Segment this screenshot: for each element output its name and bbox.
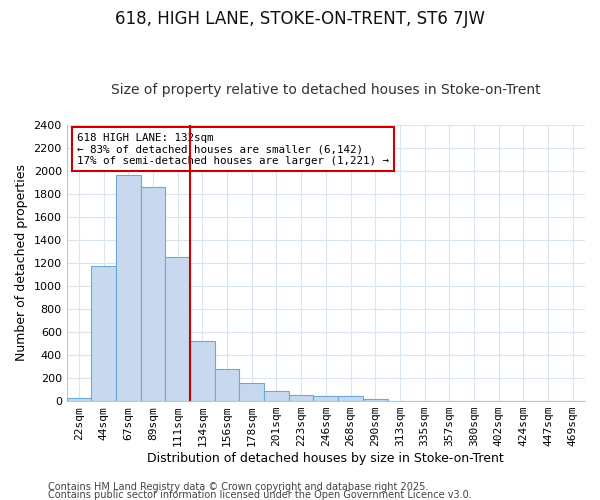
Bar — [215, 370, 239, 401]
Bar — [91, 266, 116, 401]
Bar — [239, 383, 264, 401]
Bar — [289, 396, 313, 401]
Bar — [141, 187, 166, 401]
Bar — [166, 257, 190, 401]
Bar — [190, 341, 215, 401]
Title: Size of property relative to detached houses in Stoke-on-Trent: Size of property relative to detached ho… — [111, 83, 541, 97]
Text: Contains public sector information licensed under the Open Government Licence v3: Contains public sector information licen… — [48, 490, 472, 500]
Bar — [116, 176, 141, 401]
Bar — [313, 396, 338, 401]
Bar — [264, 390, 289, 401]
Text: 618 HIGH LANE: 132sqm
← 83% of detached houses are smaller (6,142)
17% of semi-d: 618 HIGH LANE: 132sqm ← 83% of detached … — [77, 133, 389, 166]
Bar — [388, 400, 412, 401]
X-axis label: Distribution of detached houses by size in Stoke-on-Trent: Distribution of detached houses by size … — [148, 452, 504, 465]
Bar — [338, 396, 363, 401]
Bar — [363, 400, 388, 401]
Bar — [67, 398, 91, 401]
Text: Contains HM Land Registry data © Crown copyright and database right 2025.: Contains HM Land Registry data © Crown c… — [48, 482, 428, 492]
Text: 618, HIGH LANE, STOKE-ON-TRENT, ST6 7JW: 618, HIGH LANE, STOKE-ON-TRENT, ST6 7JW — [115, 10, 485, 28]
Y-axis label: Number of detached properties: Number of detached properties — [15, 164, 28, 362]
